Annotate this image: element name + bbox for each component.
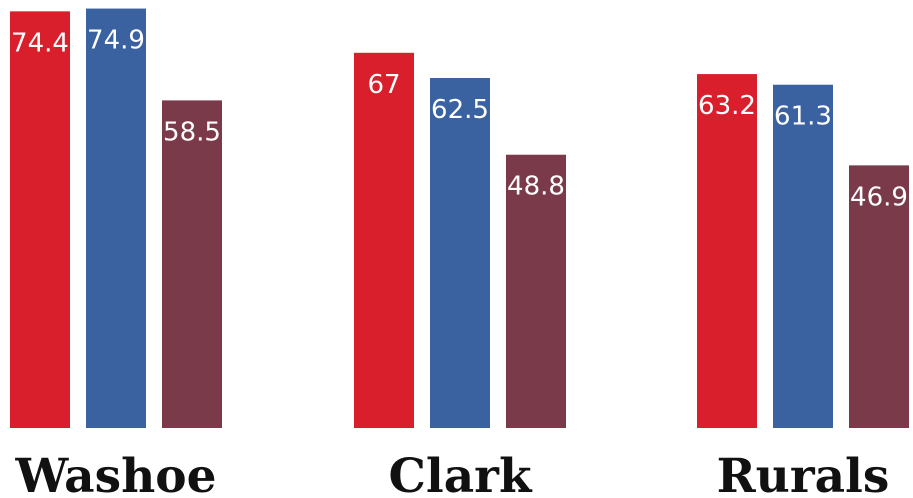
value-label-rurals-series-2: 61.3 [774,102,832,132]
value-label-rurals-series-3: 46.9 [850,182,908,212]
value-label-clark-series-3: 48.8 [507,172,565,202]
bar-rurals-series-3 [849,165,909,429]
category-labels: Washoe Clark Rurals [14,449,889,498]
value-label-washoe-series-3: 58.5 [163,117,221,147]
value-label-rurals-series-1: 63.2 [698,91,756,121]
value-label-washoe-series-1: 74.4 [11,28,69,58]
bar-washoe-series-2 [86,8,146,429]
value-label-washoe-series-2: 74.9 [87,26,145,56]
bar-clark-series-1 [354,52,414,429]
value-label-clark-series-1: 67 [367,70,400,100]
bar-value-labels: 74.4 74.9 58.5 67 62.5 48.8 63.2 61.3 46.9 [11,26,908,213]
category-label-rurals: Rurals [717,449,890,498]
bar-washoe-series-1 [10,11,70,429]
bar-clark-series-2 [430,78,490,428]
bar-rurals-series-1 [697,74,757,428]
value-label-clark-series-2: 62.5 [431,95,489,125]
category-label-washoe: Washoe [14,449,216,498]
bar-washoe-series-3 [162,100,222,429]
category-label-clark: Clark [388,449,532,498]
bar-clark-series-3 [506,154,566,428]
bar-rurals-series-2 [773,84,833,428]
bars-layer [10,8,909,429]
